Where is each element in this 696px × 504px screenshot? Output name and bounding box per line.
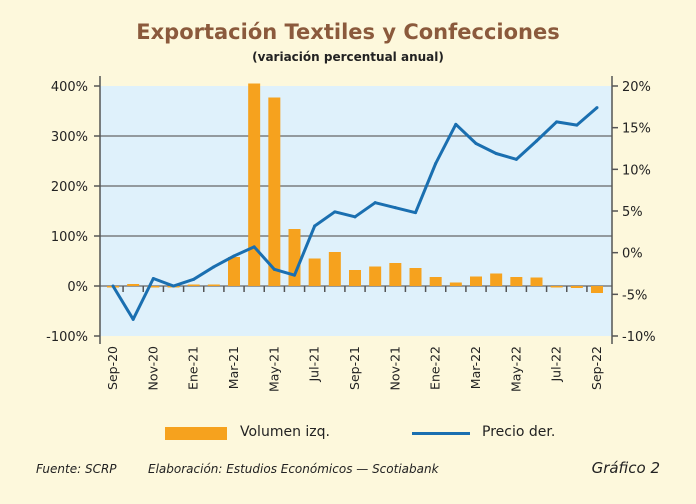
chart-title: Exportación Textiles y Confecciones	[136, 20, 560, 44]
bar	[187, 284, 200, 286]
x-tick-label: Sep-20	[105, 346, 120, 390]
bar	[470, 276, 482, 286]
line-point	[272, 267, 276, 271]
left-tick-label: 300%	[51, 130, 88, 145]
right-tick-label: 0%	[622, 247, 643, 262]
line-point	[535, 139, 538, 143]
bar	[328, 252, 341, 286]
right-tick-label: 20%	[622, 80, 651, 95]
x-tick-label: Nov-21	[387, 346, 402, 390]
left-tick-label: 0%	[67, 280, 88, 295]
right-tick-label: 5%	[622, 205, 643, 220]
left-tick-label: -100%	[46, 330, 88, 345]
plot-area	[100, 86, 612, 336]
bar	[248, 83, 261, 286]
left-tick-label: 400%	[51, 80, 88, 95]
legend-swatch-volumen	[165, 427, 227, 440]
bar	[349, 270, 361, 286]
bar	[207, 284, 220, 286]
credit-note: Elaboración: Estudios Económicos — Scoti…	[148, 462, 439, 476]
bar	[449, 282, 462, 286]
bar	[429, 277, 442, 286]
line-point	[373, 201, 377, 205]
line-point	[252, 245, 256, 249]
chart-subtitle: (variación percentual anual)	[252, 50, 444, 64]
left-tick-label: 200%	[51, 180, 88, 195]
line-point	[232, 254, 236, 258]
bar	[490, 273, 503, 286]
bar	[530, 277, 543, 286]
line-point	[514, 157, 518, 161]
x-tick-label: May-22	[508, 346, 523, 392]
line-point	[414, 211, 417, 215]
line-point	[494, 152, 498, 155]
right-tick-label: -5%	[622, 288, 647, 303]
line-point	[293, 273, 296, 277]
left-tick-label: 100%	[51, 230, 88, 245]
line-point	[192, 277, 196, 281]
bar	[591, 286, 603, 293]
line-point	[575, 123, 579, 127]
line-point	[474, 142, 478, 145]
x-tick-label: Mar-22	[468, 346, 483, 389]
x-tick-label: Mar-21	[226, 346, 241, 389]
x-tick-label: Ene-21	[186, 346, 201, 390]
bar	[228, 257, 240, 286]
x-tick-label: Jul-21	[307, 346, 322, 383]
bar	[147, 286, 160, 288]
x-tick-label: Sep-22	[589, 346, 604, 390]
line-point	[313, 224, 317, 228]
line-point	[151, 277, 155, 280]
line-point	[172, 284, 175, 288]
right-tick-label: 15%	[622, 122, 651, 137]
line-point	[555, 120, 559, 124]
line-point	[131, 317, 135, 321]
line-point	[111, 284, 115, 288]
bar	[570, 286, 583, 288]
bar	[308, 258, 321, 286]
right-tick-label: -10%	[622, 330, 656, 345]
line-point	[333, 210, 337, 214]
line-point	[434, 162, 438, 165]
bar	[288, 229, 301, 286]
bar	[369, 266, 382, 286]
bar	[510, 277, 523, 286]
legend-label-precio: Precio der.	[482, 424, 556, 440]
right-tick-label: 10%	[622, 163, 651, 178]
line-point	[595, 106, 599, 110]
legend-label-volumen: Volumen izq.	[240, 424, 330, 440]
figure-label: Gráfico 2	[591, 459, 660, 477]
bar	[389, 263, 402, 286]
bar	[550, 286, 563, 288]
bar	[409, 268, 422, 286]
bar	[127, 284, 140, 286]
x-tick-label: Nov-20	[145, 346, 160, 391]
source-note: Fuente: SCRP	[36, 462, 117, 476]
x-tick-label: Sep-21	[347, 346, 362, 390]
line-point	[454, 122, 458, 126]
x-tick-label: Ene-22	[428, 346, 443, 390]
x-tick-label: Jul-22	[549, 346, 564, 383]
line-point	[353, 215, 357, 219]
x-tick-label: May-21	[266, 346, 281, 392]
line-point	[393, 206, 397, 210]
line-point	[212, 265, 216, 269]
legend-swatch-precio	[412, 432, 470, 435]
bar	[268, 97, 281, 286]
